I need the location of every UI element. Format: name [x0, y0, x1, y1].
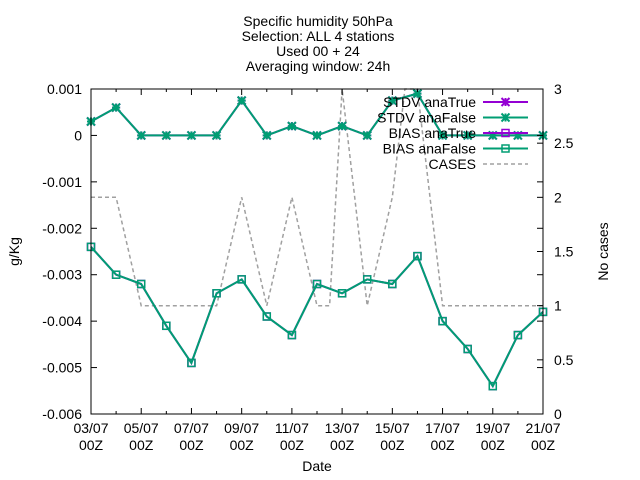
x-tick-label: 00Z — [430, 437, 455, 453]
legend-label: BIAS anaTrue — [389, 125, 477, 141]
data-point — [312, 279, 322, 289]
y-tick-label: 0.001 — [47, 81, 82, 97]
y-tick-label: 0 — [74, 127, 82, 143]
x-tick-label: 09/07 — [224, 420, 259, 436]
axes-group: 0.001 0 -0.001 -0.002 -0.003 -0.004 -0.005 -0.0… — [42, 81, 573, 453]
x-tick-label: 03/07 — [73, 420, 108, 436]
data-point — [262, 130, 272, 141]
data-point — [312, 130, 322, 141]
data-point — [111, 102, 121, 113]
x-axis-label: Date — [302, 458, 332, 474]
y2-tick-label: 3 — [554, 81, 562, 97]
data-point — [136, 279, 146, 289]
x-tick-label: 19/07 — [475, 420, 510, 436]
x-tick-label: 07/07 — [174, 420, 209, 436]
x-tick-label: 00Z — [380, 437, 405, 453]
y2-tick-label: 2.5 — [554, 135, 574, 151]
y2-tick-label: 0 — [554, 406, 562, 422]
x-tick-label: 21/07 — [525, 420, 560, 436]
data-point — [388, 279, 397, 289]
x-tick-label: 13/07 — [325, 420, 360, 436]
data-point — [212, 289, 221, 298]
data-point — [501, 144, 510, 153]
data-point — [500, 97, 511, 107]
y-axis-label: g/Kg — [6, 237, 22, 266]
series-line — [90, 246, 544, 389]
chart-title-line: Selection: ALL 4 stations — [242, 28, 395, 44]
data-point — [287, 121, 297, 131]
x-tick-label: 00Z — [481, 437, 506, 453]
data-point — [287, 330, 297, 340]
legend-label: CASES — [429, 156, 476, 172]
legend-label: BIAS anaFalse — [383, 141, 477, 157]
x-tick-label: 00Z — [179, 437, 204, 453]
data-point — [237, 275, 246, 284]
data-point — [437, 130, 448, 141]
chart-title-line: Used 00 + 24 — [276, 43, 360, 59]
x-tick-label: 00Z — [280, 437, 305, 453]
x-tick-label: 05/07 — [124, 420, 159, 436]
data-point — [438, 316, 447, 326]
data-point — [413, 251, 422, 261]
data-point — [186, 130, 197, 141]
x-tick-label: 17/07 — [425, 420, 460, 436]
x-tick-label: 15/07 — [375, 420, 410, 436]
y2-tick-label: 1 — [554, 298, 562, 314]
x-tick-label: 11/07 — [275, 420, 309, 436]
data-point — [136, 130, 146, 141]
y-tick-label: -0.003 — [42, 267, 82, 283]
legend-label: STDV anaFalse — [377, 110, 476, 126]
x-tick-label: 00Z — [129, 437, 154, 453]
data-point — [161, 130, 172, 141]
x-tick-label: 00Z — [330, 437, 355, 453]
data-point — [362, 275, 372, 284]
data-point — [500, 112, 511, 123]
legend-label: STDV anaTrue — [383, 94, 476, 110]
data-point — [513, 330, 523, 340]
y2-axis-label: No cases — [595, 222, 611, 280]
y-tick-label: -0.002 — [42, 220, 82, 236]
series-bias-anafalse — [86, 242, 548, 391]
x-tick-label: 00Z — [230, 437, 255, 453]
y-tick-label: -0.001 — [42, 174, 82, 190]
data-point — [111, 270, 121, 279]
y2-tick-label: 1.5 — [554, 244, 574, 260]
y-tick-label: -0.004 — [42, 313, 82, 329]
data-point — [211, 130, 222, 141]
y-tick-label: -0.005 — [42, 360, 82, 376]
chart-title-line: Averaging window: 24h — [246, 58, 391, 74]
data-point — [462, 130, 473, 141]
data-point — [236, 95, 247, 106]
data-point — [362, 130, 372, 141]
data-point — [412, 88, 423, 99]
y2-tick-label: 0.5 — [554, 352, 574, 368]
series-line — [91, 88, 543, 307]
y2-tick-label: 2 — [554, 189, 562, 205]
data-point — [387, 95, 398, 106]
y-tick-label: -0.006 — [42, 406, 82, 422]
data-point — [262, 312, 272, 321]
data-point — [501, 128, 510, 138]
data-point — [488, 381, 498, 391]
data-point — [162, 321, 171, 331]
data-point — [337, 121, 347, 131]
data-point — [463, 344, 472, 354]
data-point — [337, 289, 347, 298]
chart-title-line: Specific humidity 50hPa — [243, 13, 393, 29]
data-point — [187, 358, 196, 368]
series-cases — [91, 88, 543, 307]
x-tick-label: 00Z — [79, 437, 104, 453]
x-tick-label: 00Z — [531, 437, 556, 453]
